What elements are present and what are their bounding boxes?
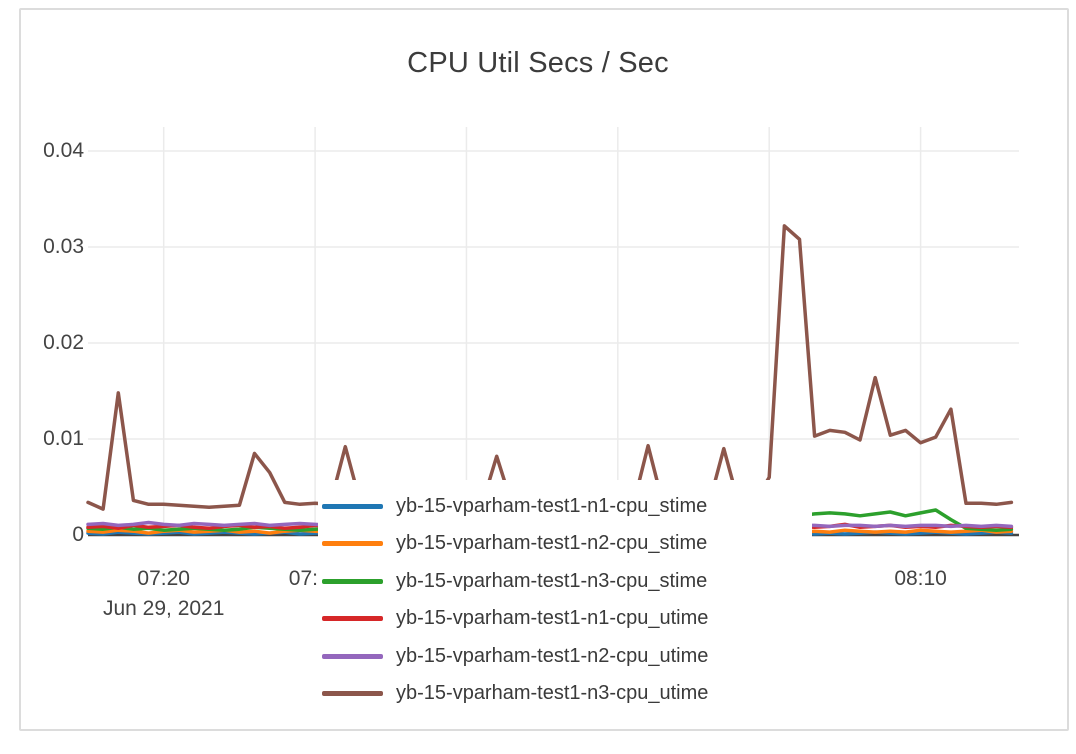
chart-title: CPU Util Secs / Sec bbox=[407, 47, 669, 79]
legend-item-yb-15-vparham-test1-n2-cpu_utime[interactable]: yb-15-vparham-test1-n2-cpu_utime bbox=[322, 638, 812, 676]
y-tick-label: 0.03 bbox=[43, 235, 84, 258]
legend-label: yb-15-vparham-test1-n2-cpu_utime bbox=[396, 644, 709, 667]
series-line-yb-15-vparham-test1-n3-cpu_utime[interactable] bbox=[86, 224, 1014, 511]
x-tick-label: 07:20 Jun 29, 2021 bbox=[84, 567, 244, 621]
legend-item-yb-15-vparham-test1-n2-cpu_stime[interactable]: yb-15-vparham-test1-n2-cpu_stime bbox=[322, 525, 812, 563]
legend-label: yb-15-vparham-test1-n3-cpu_utime bbox=[396, 682, 709, 705]
legend-line-swatch-icon bbox=[322, 691, 383, 697]
legend-item-yb-15-vparham-test1-n1-cpu_utime[interactable]: yb-15-vparham-test1-n1-cpu_utime bbox=[322, 600, 812, 638]
legend-line-swatch-icon bbox=[322, 653, 383, 659]
y-tick-label: 0.01 bbox=[43, 427, 84, 450]
y-tick-label: 0.04 bbox=[43, 139, 84, 162]
legend-line-swatch-icon bbox=[322, 503, 383, 509]
legend-item-yb-15-vparham-test1-n3-cpu_utime[interactable]: yb-15-vparham-test1-n3-cpu_utime bbox=[322, 675, 812, 713]
legend-label: yb-15-vparham-test1-n3-cpu_stime bbox=[396, 569, 708, 592]
legend-line-swatch-icon bbox=[322, 616, 383, 622]
x-tick-label: 08:10 bbox=[894, 567, 947, 590]
legend-line-swatch-icon bbox=[322, 578, 383, 584]
y-tick-label: 0.02 bbox=[43, 331, 84, 354]
y-tick-label: 0 bbox=[72, 523, 84, 546]
chart-legend: yb-15-vparham-test1-n1-cpu_stime yb-15-vp… bbox=[318, 480, 812, 720]
legend-label: yb-15-vparham-test1-n1-cpu_utime bbox=[396, 607, 709, 630]
legend-label: yb-15-vparham-test1-n2-cpu_stime bbox=[396, 532, 708, 555]
legend-item-yb-15-vparham-test1-n1-cpu_stime[interactable]: yb-15-vparham-test1-n1-cpu_stime bbox=[322, 487, 812, 525]
x-tick-date-label: Jun 29, 2021 bbox=[102, 597, 225, 620]
legend-line-swatch-icon bbox=[322, 541, 383, 547]
legend-label: yb-15-vparham-test1-n1-cpu_stime bbox=[396, 494, 708, 517]
legend-item-yb-15-vparham-test1-n3-cpu_stime[interactable]: yb-15-vparham-test1-n3-cpu_stime bbox=[322, 562, 812, 600]
